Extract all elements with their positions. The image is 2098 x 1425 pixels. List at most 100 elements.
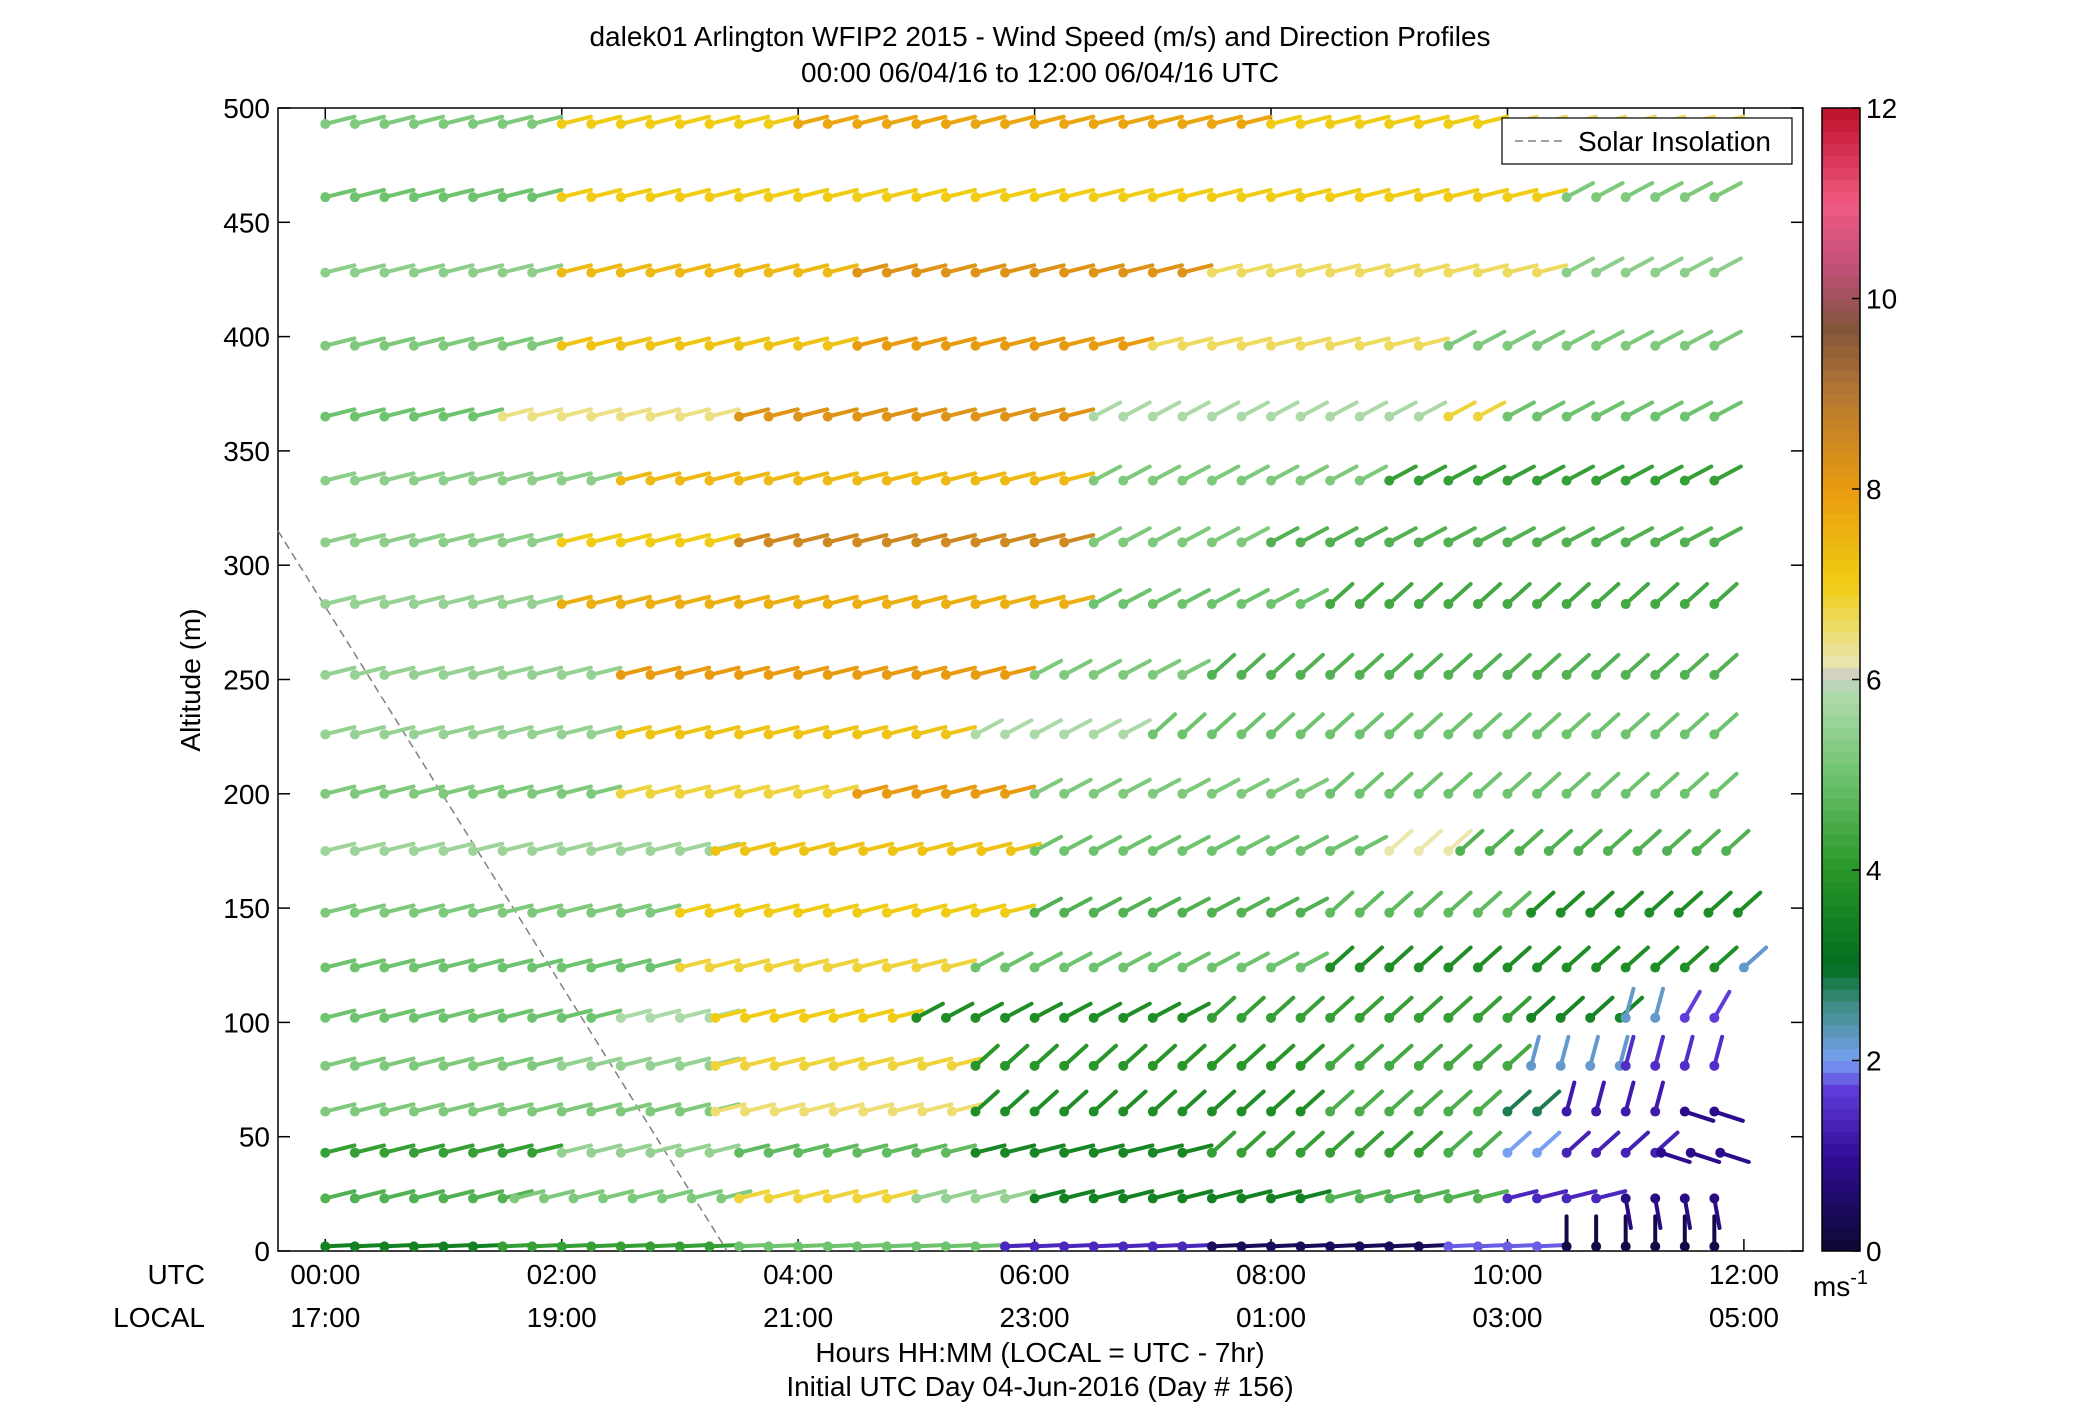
wind-barb	[911, 533, 948, 548]
wind-barb	[970, 114, 1007, 130]
wind-barb-dot	[1029, 1241, 1040, 1252]
wind-barb-dot	[1118, 1193, 1129, 1204]
wind-barb-dot	[1591, 192, 1602, 203]
wind-barb	[674, 114, 712, 130]
wind-barb-shaft	[1062, 1043, 1089, 1068]
wind-barb	[763, 903, 800, 918]
wind-barb	[674, 471, 712, 486]
wind-barb-dot	[645, 1106, 656, 1117]
wind-barb	[1591, 945, 1621, 973]
wind-barb-dot	[1118, 411, 1129, 422]
wind-barb	[1266, 263, 1303, 278]
wind-barb-dot	[1118, 599, 1129, 610]
wind-barb	[1620, 1130, 1650, 1158]
wind-barb-dot	[887, 1106, 898, 1117]
wind-barb-shaft	[943, 471, 978, 483]
wind-barb	[497, 1008, 534, 1023]
wind-barb	[1443, 1089, 1473, 1117]
wind-barb	[320, 471, 357, 486]
wind-barb	[320, 407, 357, 422]
wind-barb-shaft	[737, 533, 771, 545]
wind-barb-dot	[887, 845, 898, 856]
wind-barb	[1118, 834, 1152, 856]
wind-barb-dot	[734, 1241, 745, 1252]
wind-barb-dot	[1236, 340, 1247, 351]
wind-barb-dot	[527, 907, 538, 918]
wind-barb-shaft	[943, 665, 978, 677]
wind-barb-shaft	[1594, 464, 1625, 483]
wind-barb-shaft	[825, 1143, 859, 1155]
wind-barb-shaft	[589, 471, 623, 483]
wind-barb-dot	[1147, 475, 1158, 486]
wind-barb-shaft	[1003, 594, 1037, 607]
wind-barb-shaft	[825, 903, 859, 915]
wind-barb	[1000, 784, 1037, 799]
wind-barb-shaft	[825, 594, 859, 607]
wind-barb-dot	[1177, 1106, 1188, 1117]
wind-barb	[970, 718, 1004, 740]
wind-barb-shaft	[742, 1102, 777, 1114]
wind-barb	[379, 725, 416, 740]
wind-barb	[852, 336, 889, 351]
wind-barb-dot	[858, 845, 869, 856]
wind-barb	[1532, 263, 1569, 278]
y-tick-label: 150	[223, 893, 270, 924]
wind-barb	[970, 336, 1007, 351]
wind-barb-dot	[1029, 537, 1040, 548]
wind-barb	[349, 1241, 383, 1252]
wind-barb-dot	[940, 119, 951, 130]
wind-barb-dot	[793, 192, 804, 203]
wind-barb	[408, 784, 446, 799]
wind-barb-dot	[1295, 192, 1306, 203]
wind-barb	[320, 594, 357, 610]
wind-barb-dot	[1325, 788, 1336, 799]
wind-barb	[940, 336, 978, 351]
wind-barb-shaft	[914, 1189, 948, 1201]
wind-barb-dot	[1561, 537, 1572, 548]
wind-barb	[1413, 336, 1450, 351]
wind-barb-dot	[1325, 192, 1336, 203]
wind-barb-dot	[408, 119, 419, 130]
wind-barb	[586, 1008, 623, 1023]
wind-barb-dot	[793, 340, 804, 351]
wind-barb-shaft	[707, 594, 741, 607]
wind-barb	[734, 1143, 771, 1158]
wind-barb-dot	[1561, 1147, 1572, 1158]
wind-barb	[1532, 712, 1562, 740]
wind-barb-shaft	[677, 958, 712, 970]
wind-barb-dot	[704, 537, 715, 548]
wind-barb-dot	[320, 119, 331, 130]
wind-barb	[1206, 777, 1241, 799]
wind-barb-dot	[1354, 1106, 1365, 1117]
wind-barb-dot	[379, 1147, 390, 1158]
wind-barb	[1484, 828, 1515, 856]
wind-barb	[1472, 1089, 1503, 1117]
wind-barb	[1502, 995, 1532, 1023]
wind-barb-dot	[763, 907, 774, 918]
wind-barb-dot	[1591, 267, 1602, 278]
wind-barb-shaft	[1682, 1196, 1692, 1230]
wind-barb	[1532, 464, 1566, 486]
wind-barb	[1354, 945, 1384, 973]
wind-barb-dot	[1384, 599, 1395, 610]
wind-barb	[1118, 1189, 1155, 1204]
wind-barb	[1206, 712, 1237, 740]
wind-barb-dot	[674, 788, 685, 799]
wind-barb	[1000, 1143, 1037, 1158]
wind-barb-dot	[1177, 267, 1188, 278]
colorbar-segment	[1822, 1048, 1860, 1061]
wind-barb-dot	[1177, 788, 1188, 799]
wind-barb	[1591, 1130, 1621, 1158]
wind-barb-dot	[1591, 729, 1602, 740]
wind-barb-shaft	[1121, 777, 1152, 796]
wind-barb	[881, 187, 918, 203]
wind-barb	[1059, 718, 1093, 740]
wind-barb-shaft	[648, 407, 682, 419]
colorbar-segment	[1822, 334, 1860, 347]
wind-barb	[1555, 890, 1585, 918]
colorbar-segment	[1822, 1036, 1860, 1050]
wind-barb	[615, 407, 652, 422]
wind-barb	[1413, 1043, 1444, 1071]
wind-barb-dot	[438, 845, 449, 856]
wind-barb	[586, 1241, 620, 1252]
